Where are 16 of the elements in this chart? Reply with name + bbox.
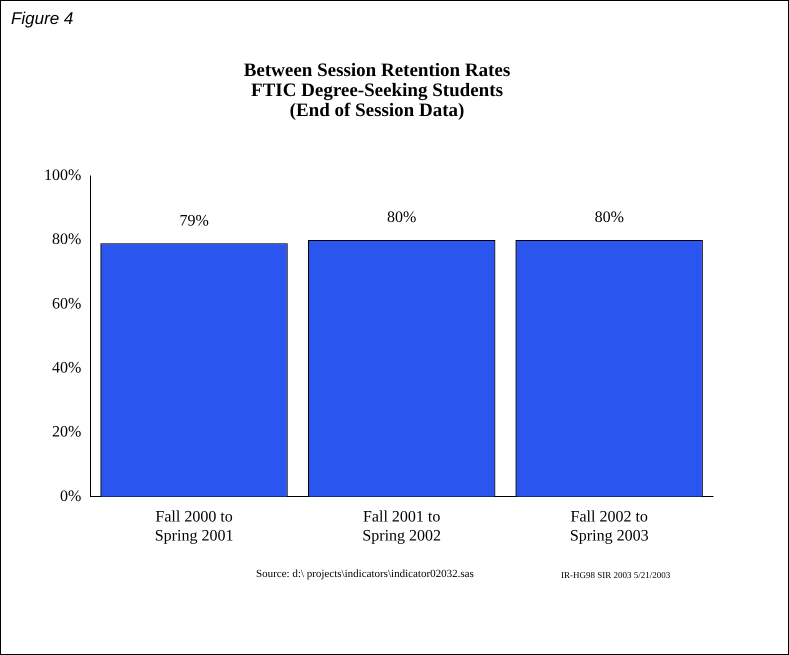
data-label: 79%	[179, 212, 209, 230]
text: IR-HG98 SIR 2003 5/21/2003	[561, 570, 670, 580]
caption: Figure 4	[11, 9, 74, 29]
y-tick-label: 0%	[60, 488, 82, 505]
x-tick-label: Fall 2000 to Spring 2001	[154, 508, 234, 545]
y-tick-label: 100%	[44, 167, 82, 184]
data-label: 80%	[594, 209, 624, 226]
y-tick-label: 40%	[52, 360, 82, 377]
chart-title: Between Session Retention Rates FTIC Degree-Seeking Students (End of Session Data)	[244, 60, 510, 121]
source-note: Source: d:\ projects\indicators\indicator02032.sas	[256, 568, 474, 580]
y-tick-label: 20%	[52, 424, 82, 441]
x-tick-label: Fall 2001 to Spring 2002	[362, 508, 441, 545]
y-tick-label: 60%	[52, 295, 82, 312]
x-tick-label: Fall 2002 to Spring 2003	[570, 508, 649, 545]
data-label: 80%	[387, 209, 416, 226]
y-tick-label: 80%	[52, 231, 82, 248]
